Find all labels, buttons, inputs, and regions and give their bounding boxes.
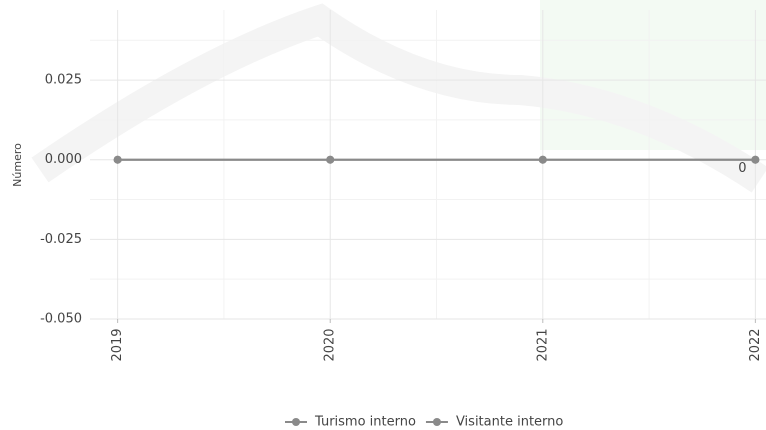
data-label: 0: [738, 161, 746, 176]
x-tick-label: 2020: [323, 328, 338, 361]
x-tick-label: 2019: [110, 328, 125, 361]
point: [113, 155, 122, 164]
x-tick-label: 2021: [535, 328, 550, 361]
y-tick-label: 0.025: [45, 73, 82, 88]
y-tick-label: 0.000: [45, 152, 82, 167]
point: [538, 155, 547, 164]
point: [326, 155, 335, 164]
legend-label: Turismo interno: [314, 415, 416, 430]
legend-label: Visitante interno: [456, 415, 563, 430]
y-axis-title: Número: [11, 143, 24, 187]
y-tick-label: -0.050: [40, 312, 82, 327]
x-tick-label: 2022: [748, 328, 763, 361]
point: [751, 155, 760, 164]
watermark: [31, 3, 766, 193]
legend-marker: [292, 418, 300, 426]
y-tick-label: -0.025: [40, 232, 82, 247]
legend-marker: [432, 418, 441, 426]
